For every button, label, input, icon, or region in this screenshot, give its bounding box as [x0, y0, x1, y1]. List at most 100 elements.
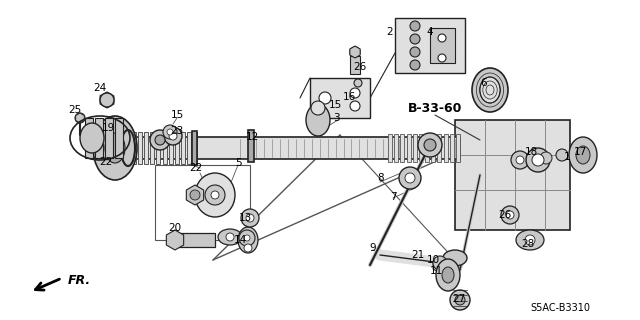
Bar — [85, 118, 93, 158]
Polygon shape — [76, 113, 84, 123]
Bar — [248, 130, 254, 162]
Polygon shape — [166, 230, 184, 250]
Circle shape — [418, 133, 442, 157]
Circle shape — [150, 130, 170, 150]
Circle shape — [311, 101, 325, 115]
Text: 18: 18 — [524, 147, 538, 157]
Circle shape — [246, 214, 254, 222]
Ellipse shape — [576, 146, 590, 164]
Ellipse shape — [532, 154, 544, 166]
Text: 14: 14 — [234, 235, 246, 245]
Bar — [430, 28, 455, 63]
Text: 20: 20 — [168, 223, 182, 233]
Polygon shape — [186, 185, 204, 205]
Text: 6: 6 — [481, 78, 487, 88]
Bar — [156, 132, 161, 164]
Text: 10: 10 — [426, 255, 440, 265]
Circle shape — [226, 233, 234, 241]
Text: 22: 22 — [189, 163, 203, 173]
Text: B-33-60: B-33-60 — [408, 101, 462, 115]
Ellipse shape — [442, 267, 454, 283]
Circle shape — [455, 295, 465, 305]
Text: 1: 1 — [564, 152, 570, 162]
Ellipse shape — [306, 104, 330, 136]
Ellipse shape — [163, 125, 177, 139]
Text: 24: 24 — [93, 83, 107, 93]
Text: 26: 26 — [499, 210, 511, 220]
Text: 15: 15 — [328, 100, 342, 110]
Bar — [310, 78, 370, 118]
Bar — [132, 132, 136, 164]
Bar — [105, 118, 113, 158]
Circle shape — [350, 101, 360, 111]
Text: S5AC-B3310: S5AC-B3310 — [530, 303, 590, 313]
Polygon shape — [350, 46, 360, 58]
Bar — [187, 132, 191, 164]
Text: 17: 17 — [573, 147, 587, 157]
Text: 28: 28 — [522, 239, 534, 249]
Bar — [394, 134, 398, 162]
Bar — [455, 120, 570, 230]
Bar — [450, 134, 454, 162]
Text: 13: 13 — [238, 213, 252, 223]
Polygon shape — [100, 92, 114, 108]
Ellipse shape — [121, 130, 135, 166]
Circle shape — [205, 185, 225, 205]
Circle shape — [100, 93, 114, 107]
Text: 23: 23 — [170, 126, 184, 136]
Circle shape — [506, 211, 514, 219]
Ellipse shape — [195, 173, 235, 217]
Bar — [144, 132, 148, 164]
Circle shape — [350, 47, 360, 57]
Circle shape — [244, 235, 250, 241]
Ellipse shape — [472, 68, 508, 112]
Ellipse shape — [164, 127, 182, 145]
Bar — [163, 132, 166, 164]
Bar — [425, 134, 429, 162]
Ellipse shape — [218, 229, 242, 245]
Text: 16: 16 — [342, 92, 356, 102]
Circle shape — [410, 47, 420, 57]
Circle shape — [410, 34, 420, 44]
Ellipse shape — [569, 137, 597, 173]
Text: 7: 7 — [390, 192, 396, 202]
Ellipse shape — [93, 116, 137, 180]
Circle shape — [319, 92, 331, 104]
Circle shape — [516, 156, 524, 164]
Circle shape — [410, 60, 420, 70]
Bar — [115, 118, 123, 158]
Ellipse shape — [405, 173, 415, 183]
Bar — [192, 131, 197, 165]
Text: 21: 21 — [412, 250, 424, 260]
Circle shape — [239, 230, 255, 246]
Ellipse shape — [167, 129, 173, 135]
Ellipse shape — [238, 227, 258, 253]
Text: 25: 25 — [68, 105, 82, 115]
Bar — [350, 56, 360, 74]
Ellipse shape — [105, 133, 125, 163]
Bar — [438, 134, 442, 162]
Circle shape — [75, 113, 85, 123]
Text: 19: 19 — [101, 123, 115, 133]
Bar — [150, 132, 154, 164]
Ellipse shape — [169, 132, 177, 140]
Text: 8: 8 — [378, 173, 384, 183]
Circle shape — [438, 54, 446, 62]
Text: FR.: FR. — [68, 275, 91, 287]
Circle shape — [410, 21, 420, 31]
Bar — [431, 134, 435, 162]
Bar — [120, 137, 460, 159]
Ellipse shape — [443, 250, 467, 266]
Text: 4: 4 — [427, 27, 433, 37]
Text: 15: 15 — [170, 110, 184, 120]
Circle shape — [155, 135, 165, 145]
Bar — [155, 165, 250, 240]
Circle shape — [350, 88, 360, 98]
Bar — [388, 134, 392, 162]
Bar — [456, 134, 460, 162]
Text: 11: 11 — [429, 266, 443, 276]
Bar — [168, 132, 173, 164]
Circle shape — [244, 244, 252, 252]
Bar — [401, 134, 404, 162]
Text: 22: 22 — [99, 157, 113, 167]
